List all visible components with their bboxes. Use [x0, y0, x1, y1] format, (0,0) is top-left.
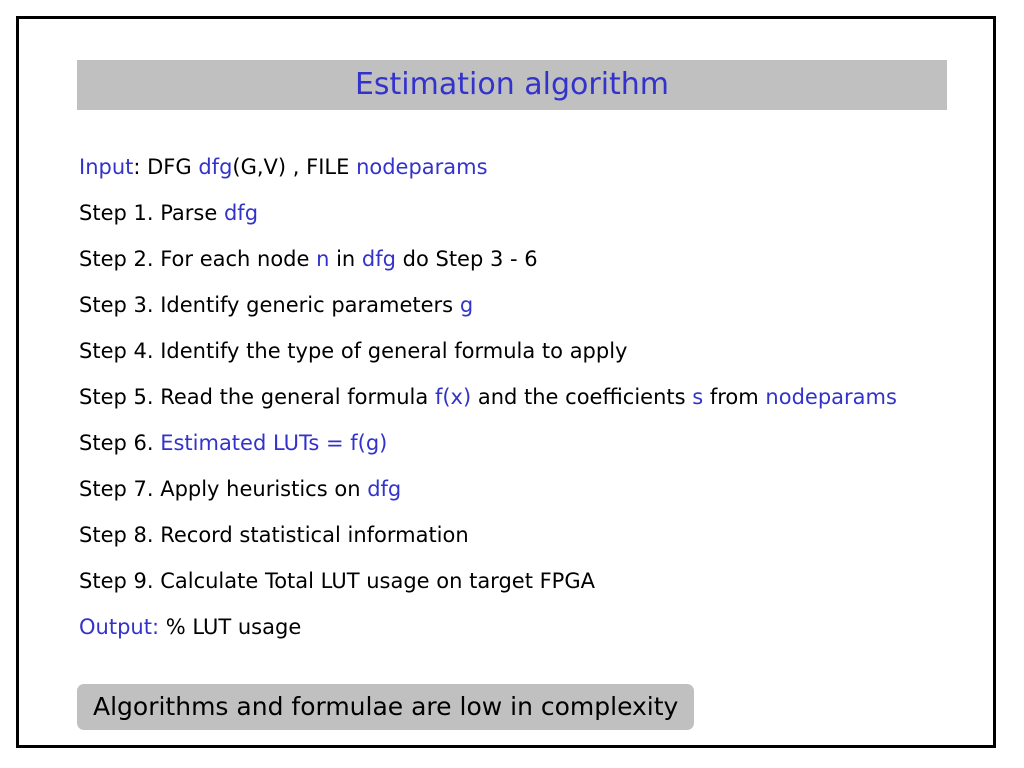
highlighted-term: dfg [367, 477, 402, 501]
algorithm-line: Step 1. Parse dfg [79, 198, 897, 244]
line-text: Step 4. Identify the type of general for… [79, 339, 628, 363]
algorithm-steps: Input: DFG dfg(G,V) , FILE nodeparams Ste… [79, 152, 897, 658]
highlighted-term: n [316, 247, 330, 271]
slide-frame [16, 16, 996, 748]
highlighted-term: s [692, 385, 704, 409]
highlighted-term: Estimated LUTs = f(g) [160, 431, 388, 455]
highlighted-term: Output: [79, 615, 160, 639]
highlighted-term: dfg [198, 155, 233, 179]
line-text: Step 6. [79, 431, 161, 455]
highlighted-term: f(x) [434, 385, 472, 409]
summary-note: Algorithms and formulae are low in compl… [77, 684, 695, 730]
line-text: Step 5. Read the general formula [79, 385, 435, 409]
line-text: and the coefficients [471, 385, 693, 409]
algorithm-line: Input: DFG dfg(G,V) , FILE nodeparams [79, 152, 897, 198]
highlighted-term: g [459, 293, 474, 317]
highlighted-term: nodeparams [356, 155, 488, 179]
algorithm-line: Step 5. Read the general formula f(x) an… [79, 382, 897, 428]
algorithm-line: Step 6. Estimated LUTs = f(g) [79, 428, 897, 474]
line-text: Step 3. Identify generic parameters [79, 293, 460, 317]
line-text: (G,V) , FILE [232, 155, 357, 179]
algorithm-line: Step 4. Identify the type of general for… [79, 336, 897, 382]
line-text: Step 1. Parse [79, 201, 224, 225]
highlighted-term: dfg [361, 247, 396, 271]
line-text: Step 2. For each node [79, 247, 317, 271]
line-text: : DFG [133, 155, 199, 179]
highlighted-term: nodeparams [765, 385, 897, 409]
line-text: % LUT usage [159, 615, 302, 639]
algorithm-line: Step 9. Calculate Total LUT usage on tar… [79, 566, 897, 612]
slide-title: Estimation algorithm [77, 60, 947, 110]
algorithm-line: Step 7. Apply heuristics on dfg [79, 474, 897, 520]
line-text: do Step 3 - 6 [395, 247, 538, 271]
line-text: in [329, 247, 362, 271]
algorithm-line: Step 2. For each node n in dfg do Step 3… [79, 244, 897, 290]
algorithm-line: Step 8. Record statistical information [79, 520, 897, 566]
line-text: Step 7. Apply heuristics on [79, 477, 368, 501]
line-text: Step 9. Calculate Total LUT usage on tar… [79, 569, 595, 593]
highlighted-term: dfg [223, 201, 259, 225]
line-text: Step 8. Record statistical information [79, 523, 469, 547]
algorithm-line: Step 3. Identify generic parameters g [79, 290, 897, 336]
highlighted-term: Input [79, 155, 134, 179]
line-text: from [703, 385, 766, 409]
algorithm-line: Output: % LUT usage [79, 612, 897, 658]
